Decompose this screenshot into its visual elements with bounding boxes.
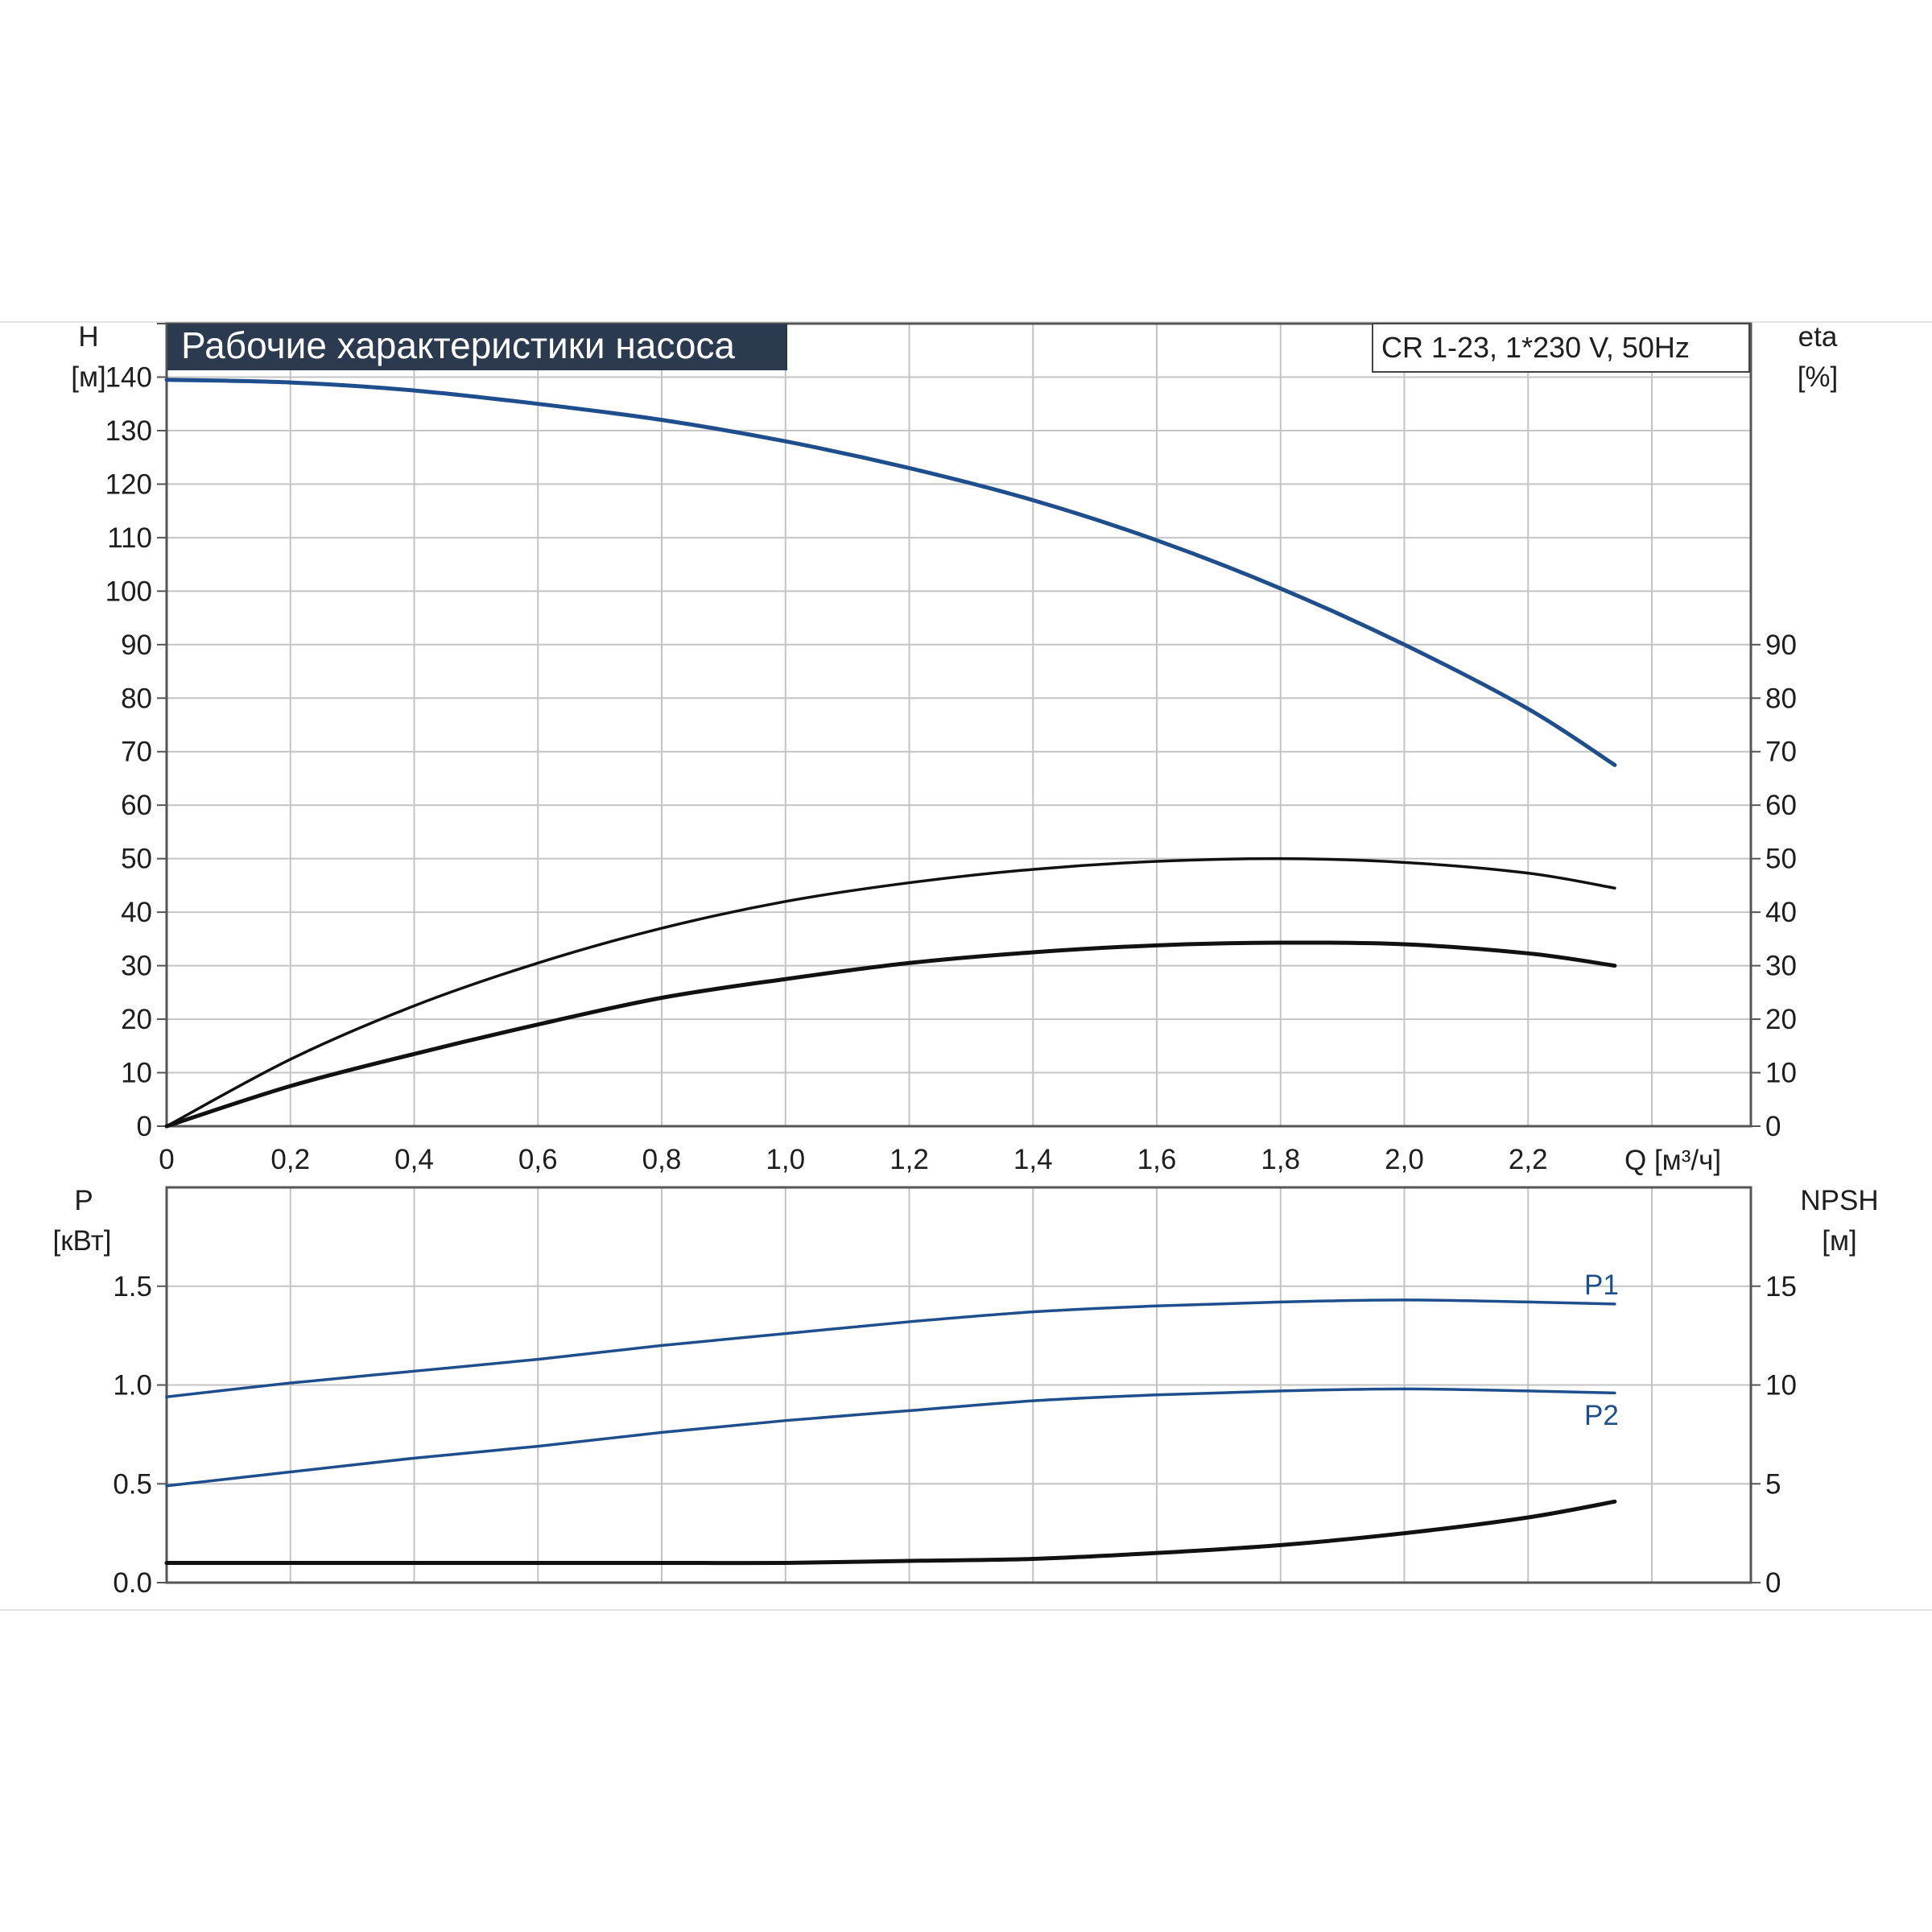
series-label-p2: P2 xyxy=(1584,1400,1619,1431)
top-y2-tick-label: 40 xyxy=(1765,897,1797,928)
bottom-grid xyxy=(157,1187,1761,1583)
top-y2-tick-label: 30 xyxy=(1765,951,1797,982)
y2-axis-unit-eta: [%] xyxy=(1798,361,1839,393)
x-tick-label: 0,4 xyxy=(394,1144,434,1175)
top-y-tick-label: 20 xyxy=(121,1004,152,1035)
series-label-p1: P1 xyxy=(1584,1269,1619,1301)
y-axis-label-h: H xyxy=(78,321,98,353)
top-y-tick-label: 130 xyxy=(105,415,152,447)
top-y-tick-label: 30 xyxy=(121,951,152,982)
top-y-tick-label: 80 xyxy=(121,683,152,714)
top-series-line-3 xyxy=(164,940,1617,1129)
top-y2-tick-label: 80 xyxy=(1765,683,1797,714)
chart-title: Рабочие характеристики насоса xyxy=(181,324,735,366)
bottom-y-tick-label: 1.5 xyxy=(113,1271,152,1302)
top-y2-tick-label: 60 xyxy=(1765,790,1797,821)
top-y2-tick-label: 70 xyxy=(1765,737,1797,768)
x-axis-label-q: Q [м³/ч] xyxy=(1624,1145,1721,1176)
top-y2-tick-label: 20 xyxy=(1765,1004,1797,1035)
y2-axis-unit-npsh: [м] xyxy=(1822,1225,1857,1257)
top-y-tick-label: 140 xyxy=(105,361,152,393)
bottom-series-line-2 xyxy=(165,1387,1616,1488)
x-tick-label: 1,4 xyxy=(1013,1144,1053,1175)
bottom-series-layer xyxy=(164,1298,1617,1566)
x-tick-label: 1,6 xyxy=(1137,1144,1177,1175)
top-y2-tick-label: 90 xyxy=(1765,630,1797,661)
top-y-tick-label: 10 xyxy=(121,1058,152,1089)
bottom-series-line-3 xyxy=(164,1499,1617,1566)
top-y2-tick-label: 10 xyxy=(1765,1058,1797,1089)
bottom-y2-tick-label: 10 xyxy=(1765,1370,1797,1402)
x-tick-label: 0,2 xyxy=(270,1144,310,1175)
chart-subtitle-box xyxy=(1372,323,1750,373)
y2-axis-label-npsh: NPSH xyxy=(1800,1185,1878,1216)
top-y2-tick-label: 0 xyxy=(1765,1111,1781,1142)
top-grid xyxy=(157,323,1761,1127)
bottom-y-tick-label: 1.0 xyxy=(113,1370,152,1402)
top-series-line-1 xyxy=(164,378,1617,767)
x-tick-label: 0,8 xyxy=(642,1144,682,1175)
top-y-tick-label: 70 xyxy=(121,737,152,768)
y2-axis-label-eta: eta xyxy=(1798,321,1838,353)
top-y-tick-label: 100 xyxy=(105,576,152,607)
top-series-layer xyxy=(164,378,1617,1129)
top-y-tick-label: 40 xyxy=(121,897,152,928)
top-y-tick-label: 0 xyxy=(137,1111,152,1142)
top-y2-tick-label: 50 xyxy=(1765,844,1797,875)
x-tick-label: 1,8 xyxy=(1261,1144,1300,1175)
bottom-y2-tick-label: 15 xyxy=(1765,1271,1797,1302)
bottom-plot-frame xyxy=(165,1186,1752,1584)
top-y-tick-label: 120 xyxy=(105,469,152,500)
x-tick-label: 2,0 xyxy=(1385,1144,1424,1175)
top-axis-labels: 0 10 20 30 40 50 60 70 80 90 100 110 120 130 140 0 10 20 3… xyxy=(105,361,1797,1175)
bottom-series-line-1 xyxy=(165,1298,1616,1398)
x-tick-label: 0,6 xyxy=(518,1144,558,1175)
top-plot-frame xyxy=(165,322,1752,1128)
top-y-tick-label: 60 xyxy=(121,790,152,821)
bottom-y2-tick-label: 5 xyxy=(1765,1468,1781,1500)
top-y-tick-label: 50 xyxy=(121,844,152,875)
bottom-axis-labels: 0.0 0.5 1.0 1.5 0 5 10 15 xyxy=(113,1271,1797,1599)
top-series-line-2 xyxy=(165,857,1616,1128)
bottom-y-tick-label: 0.0 xyxy=(113,1567,152,1599)
y-axis-unit-p: [кВт] xyxy=(53,1225,112,1257)
x-tick-label: 2,2 xyxy=(1509,1144,1548,1175)
x-tick-label: 1,2 xyxy=(890,1144,929,1175)
chart-title-box xyxy=(167,324,787,370)
y-axis-unit-h: [м] xyxy=(71,361,106,393)
chart-subtitle: CR 1-23, 1*230 V, 50Hz xyxy=(1381,331,1690,364)
top-y-tick-label: 90 xyxy=(121,630,152,661)
top-y-tick-label: 110 xyxy=(107,522,152,554)
bottom-y-tick-label: 0.5 xyxy=(113,1468,152,1500)
x-tick-label: 1,0 xyxy=(766,1144,805,1175)
x-tick-label: 0 xyxy=(159,1144,174,1175)
y-axis-label-p: P xyxy=(74,1185,93,1216)
bottom-y2-tick-label: 0 xyxy=(1765,1567,1781,1599)
